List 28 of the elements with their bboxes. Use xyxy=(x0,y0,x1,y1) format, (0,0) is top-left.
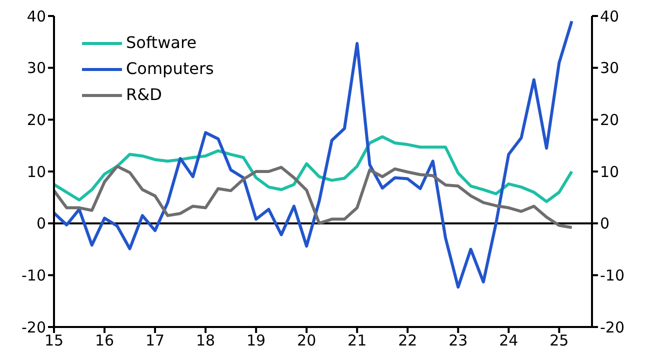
y2-tick-label: 0 xyxy=(600,214,610,233)
y-tick-label: 0 xyxy=(36,214,46,233)
y-tick-label: 10 xyxy=(26,162,46,181)
y2-tick-label: 10 xyxy=(600,162,620,181)
x-tick-label: 20 xyxy=(297,332,316,350)
x-tick-label: 15 xyxy=(44,332,64,350)
y2-tick-label: 20 xyxy=(600,110,620,129)
legend-label: Software xyxy=(126,32,197,54)
x-tick-label: 21 xyxy=(348,332,367,350)
x-tick-label: 23 xyxy=(448,332,468,350)
x-tick-label: 19 xyxy=(246,332,266,350)
x-tick-label: 24 xyxy=(499,332,518,350)
y2-tick-label: -20 xyxy=(600,318,624,336)
y-tick-label: 40 xyxy=(26,7,46,26)
y2-tick-label: -10 xyxy=(600,266,624,284)
y-tick-label: 20 xyxy=(26,110,46,129)
x-tick-label: 18 xyxy=(196,332,216,350)
y2-tick-label: 30 xyxy=(600,59,620,78)
y2-tick-label: 40 xyxy=(600,7,620,26)
x-tick-label: 17 xyxy=(145,332,165,350)
x-tick-label: 16 xyxy=(94,332,114,350)
x-tick-label: 22 xyxy=(398,332,418,350)
y-tick-label: 30 xyxy=(26,59,46,78)
y-tick-label: -20 xyxy=(22,318,46,336)
x-tick-label: 25 xyxy=(550,332,569,350)
y-tick-label: -10 xyxy=(22,266,46,284)
legend-label: R&D xyxy=(126,84,162,106)
legend-label: Computers xyxy=(126,58,214,80)
